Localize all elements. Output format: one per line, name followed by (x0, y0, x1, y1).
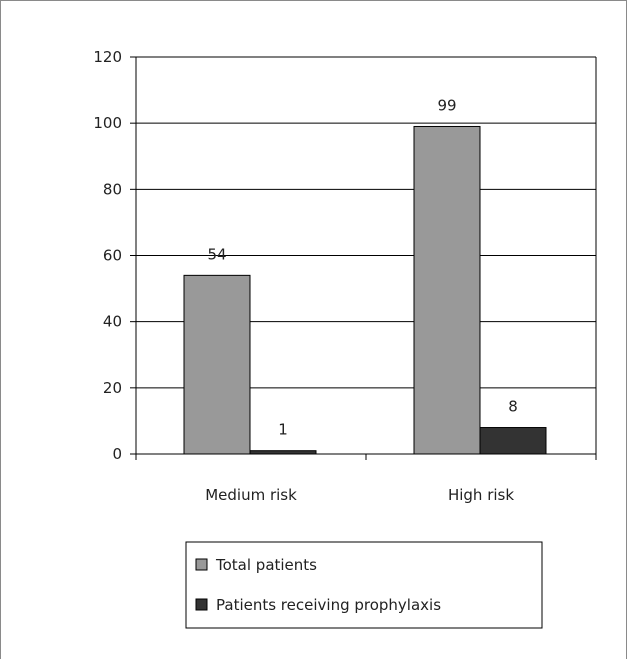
bars (183, 125, 547, 455)
data-label: 54 (207, 245, 226, 263)
category-labels: Medium risk High risk (205, 486, 514, 504)
y-tick-label: 40 (103, 313, 122, 331)
data-label: 8 (508, 398, 518, 416)
legend: Total patients Patients receiving prophyl… (185, 541, 543, 629)
y-tick-label: 60 (103, 247, 122, 265)
data-label: 99 (437, 96, 456, 114)
y-tick-label: 120 (93, 48, 122, 66)
category-label: High risk (448, 486, 514, 504)
bar (413, 125, 481, 455)
y-tick-label: 100 (93, 114, 122, 132)
axes (130, 56, 597, 460)
data-labels: 54 1 99 8 (207, 96, 517, 438)
y-tick-label: 20 (103, 379, 122, 397)
y-tick-label: 80 (103, 180, 122, 198)
legend-label: Total patients (215, 556, 317, 574)
bar (183, 274, 251, 455)
legend-box (185, 541, 543, 629)
y-tick-labels: 0 20 40 60 80 100 120 (93, 48, 122, 463)
bar (479, 427, 547, 455)
y-tick-label: 0 (112, 445, 122, 463)
legend-swatch (195, 598, 208, 611)
legend-label: Patients receiving prophylaxis (216, 596, 441, 614)
category-label: Medium risk (205, 486, 297, 504)
legend-swatch (195, 558, 208, 571)
data-label: 1 (278, 421, 288, 439)
